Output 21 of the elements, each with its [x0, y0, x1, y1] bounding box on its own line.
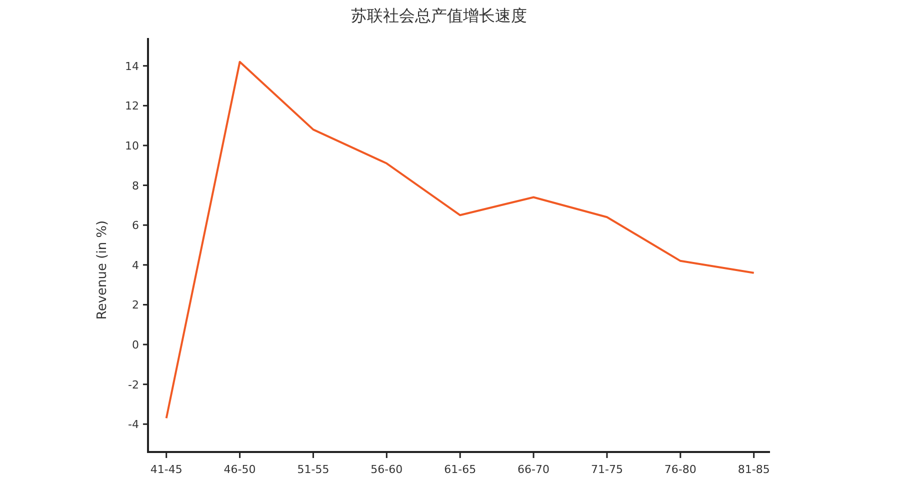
x-tick-label: 66-70: [518, 463, 550, 476]
y-tick-label: 14: [125, 60, 139, 73]
x-tick-label: 41-45: [150, 463, 182, 476]
x-tick-label: 56-60: [370, 463, 403, 476]
y-tick-label: 12: [125, 100, 139, 113]
y-tick-label: 2: [132, 298, 139, 312]
ylabel: Revenue (in %): [95, 220, 110, 320]
y-tick-label: -2: [128, 378, 139, 392]
y-tick-label: -4: [128, 418, 139, 432]
x-tick-label: 71-75: [590, 463, 623, 476]
x-tick-label: 81-85: [738, 463, 770, 476]
y-tick-label: 8: [132, 179, 139, 192]
x-tick-label: 76-80: [664, 463, 696, 476]
x-tick-label: 61-65: [444, 463, 476, 476]
x-tick-label: 51-55: [297, 463, 330, 476]
x-tick-label: 46-50: [224, 463, 256, 476]
y-tick-label: 0: [132, 338, 139, 352]
y-tick-label: 4: [132, 258, 139, 272]
y-tick-label: 6: [132, 219, 139, 232]
y-tick-label: 10: [125, 139, 139, 152]
title: 苏联社会总产值增长速度: [351, 6, 527, 25]
